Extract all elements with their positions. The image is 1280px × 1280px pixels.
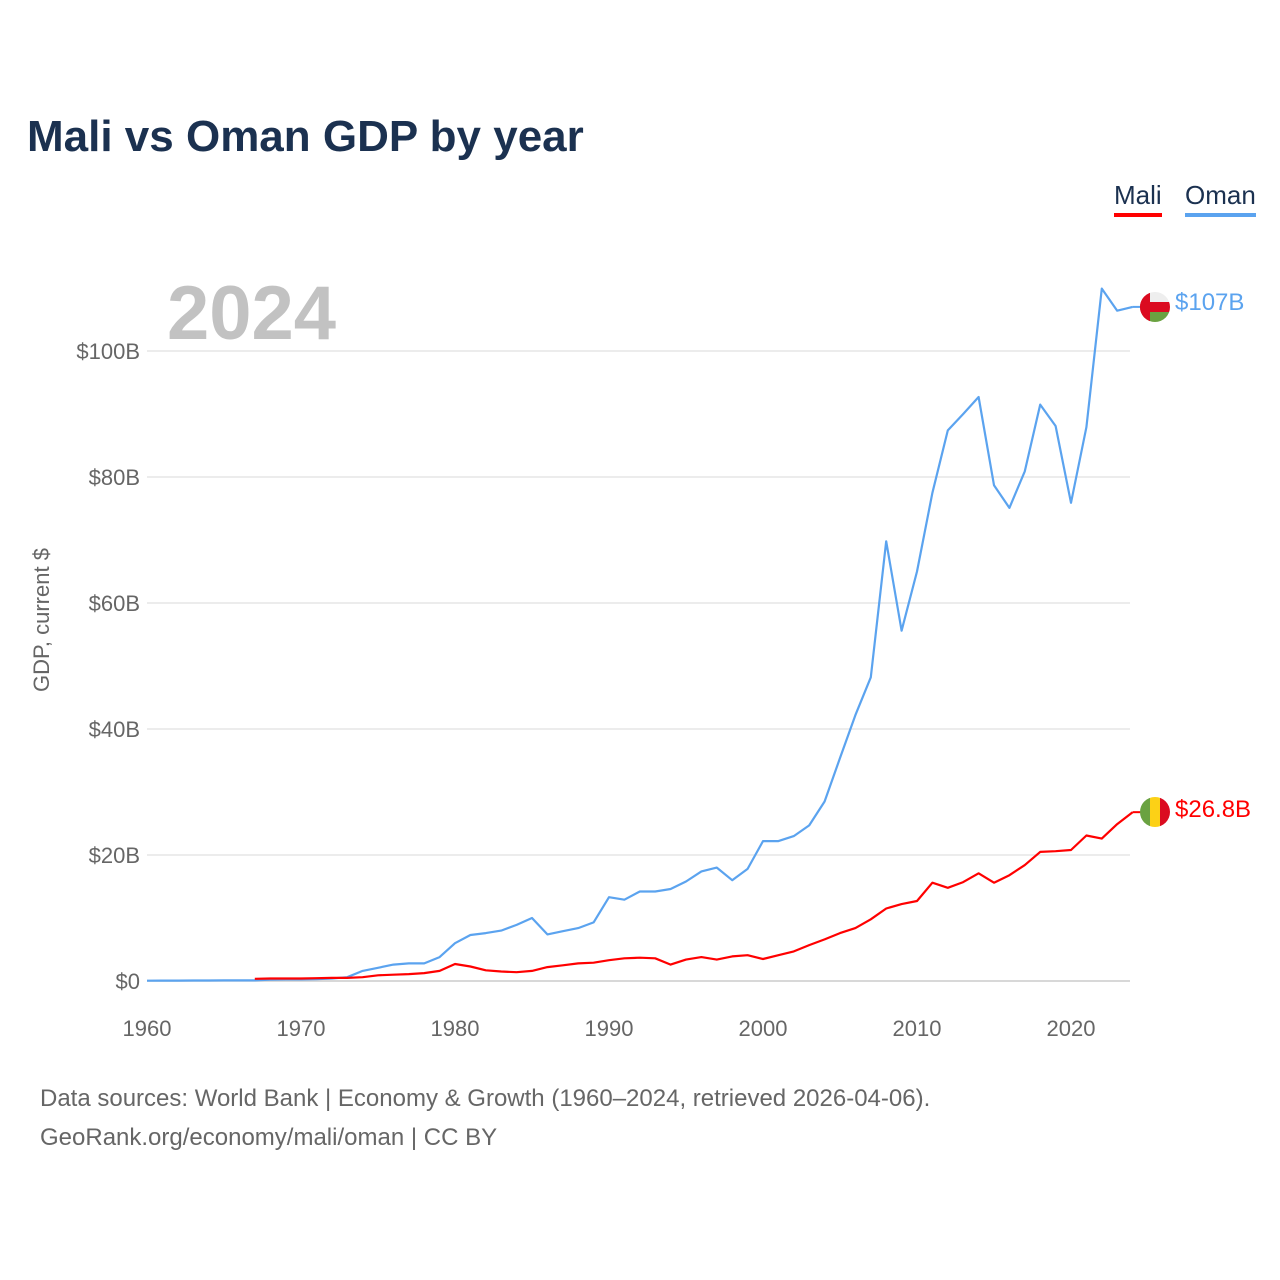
y-tick-label: $0	[116, 969, 140, 994]
x-tick-label: 2020	[1047, 1016, 1096, 1041]
series-line-mali	[254, 811, 1134, 980]
mali-end-label: $26.8B	[1175, 796, 1252, 823]
legend-item-mali[interactable]: Mali	[1114, 180, 1162, 217]
y-tick-label: $20B	[89, 843, 140, 868]
y-tick-label: $60B	[89, 591, 140, 616]
oman-flag-icon	[1140, 292, 1170, 322]
x-tick-label: 2010	[893, 1016, 942, 1041]
y-tick-label: $80B	[89, 465, 140, 490]
oman-end-label: $107B	[1175, 289, 1245, 316]
mali-flag-icon	[1140, 797, 1170, 827]
year-display: 2024	[167, 271, 337, 356]
x-tick-label: 2000	[739, 1016, 788, 1041]
y-tick-label: $40B	[89, 717, 140, 742]
y-tick-label: $100B	[76, 339, 140, 364]
x-tick-label: 1980	[431, 1016, 480, 1041]
x-tick-label: 1960	[123, 1016, 172, 1041]
footer-link[interactable]: GeoRank.org/economy/mali/oman | CC BY	[40, 1124, 498, 1151]
footer-sources: Data sources: World Bank | Economy & Gro…	[40, 1085, 931, 1112]
x-tick-label: 1970	[277, 1016, 326, 1041]
chart-title: Mali vs Oman GDP by year	[27, 112, 584, 161]
x-tick-label: 1990	[585, 1016, 634, 1041]
legend-item-oman[interactable]: Oman	[1185, 180, 1256, 217]
